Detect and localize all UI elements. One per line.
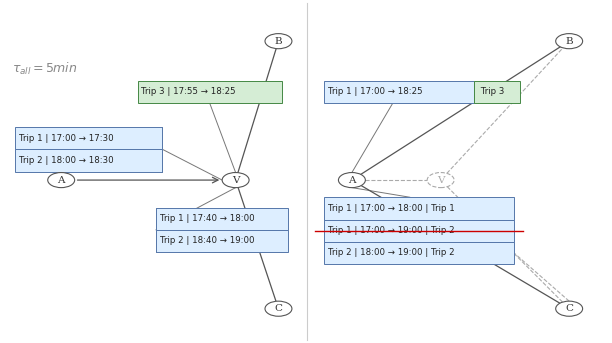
FancyBboxPatch shape [156,230,288,252]
Text: C: C [274,304,283,313]
Text: B: B [275,37,282,46]
FancyBboxPatch shape [15,127,162,149]
FancyBboxPatch shape [324,81,474,103]
Text: C: C [565,304,573,313]
FancyBboxPatch shape [15,149,162,172]
Circle shape [338,173,365,188]
FancyBboxPatch shape [138,81,282,103]
Text: Trip 1 | 17:00 → 18:00 | Trip 1: Trip 1 | 17:00 → 18:00 | Trip 1 [328,204,455,213]
Text: Trip 2 | 18:00 → 19:00 | Trip 2: Trip 2 | 18:00 → 19:00 | Trip 2 [328,248,455,258]
FancyBboxPatch shape [324,242,514,264]
Text: $\tau_{all} = 5min$: $\tau_{all} = 5min$ [12,61,78,76]
Text: B: B [565,37,573,46]
Text: V: V [437,176,444,185]
Circle shape [222,173,249,188]
Text: Trip 2 | 18:40 → 19:00: Trip 2 | 18:40 → 19:00 [160,236,254,246]
Text: A: A [348,176,356,185]
Text: Trip 1 | 17:40 → 18:00: Trip 1 | 17:40 → 18:00 [160,214,255,223]
Text: Trip 1 | 17:00 → 19:00 | Trip 2: Trip 1 | 17:00 → 19:00 | Trip 2 [328,226,455,235]
Text: A: A [58,176,65,185]
Circle shape [556,34,583,49]
Text: Trip 1 | 17:00 → 18:25: Trip 1 | 17:00 → 18:25 [328,87,423,96]
Circle shape [556,301,583,316]
Text: Trip 1 | 17:00 → 17:30: Trip 1 | 17:00 → 17:30 [19,133,114,143]
FancyBboxPatch shape [324,220,514,242]
FancyBboxPatch shape [474,81,520,103]
Text: V: V [232,176,239,185]
FancyBboxPatch shape [156,208,288,230]
Text: Trip 2 | 18:00 → 18:30: Trip 2 | 18:00 → 18:30 [19,156,114,165]
Text: Trip 3: Trip 3 [478,87,504,96]
Circle shape [265,301,292,316]
FancyBboxPatch shape [324,197,514,220]
Circle shape [265,34,292,49]
Circle shape [48,173,75,188]
Circle shape [427,173,454,188]
Text: Trip 3 | 17:55 → 18:25: Trip 3 | 17:55 → 18:25 [141,87,236,96]
